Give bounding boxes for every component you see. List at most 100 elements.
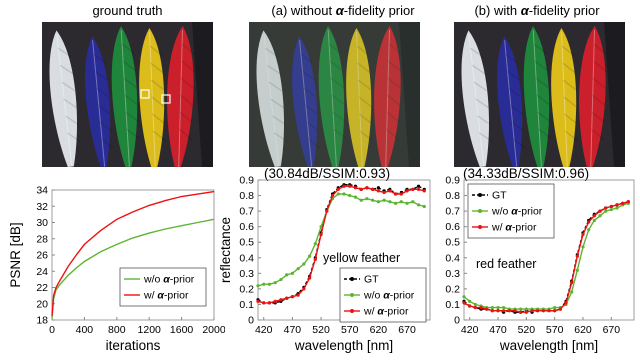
data-point bbox=[609, 204, 613, 209]
x-axis-label: iterations bbox=[106, 338, 161, 353]
data-point bbox=[473, 302, 477, 307]
data-point bbox=[473, 305, 477, 310]
y-tick-label: 0.5 bbox=[239, 237, 254, 249]
data-point bbox=[598, 209, 602, 213]
feather bbox=[256, 30, 288, 167]
data-point bbox=[468, 299, 472, 303]
x-tick-label: 2000 bbox=[202, 324, 225, 336]
feather bbox=[85, 36, 114, 167]
data-point bbox=[581, 245, 585, 249]
title-with-prior: (b) with α-fidelity prior bbox=[474, 3, 600, 18]
y-tick-label: 0.4 bbox=[239, 252, 254, 264]
data-point bbox=[399, 200, 403, 204]
data-point bbox=[342, 184, 346, 188]
data-point bbox=[587, 220, 591, 224]
data-point bbox=[296, 267, 300, 271]
data-point bbox=[598, 214, 602, 218]
legend-label: w/o α-prior bbox=[363, 290, 415, 302]
data-point bbox=[365, 186, 369, 190]
data-point bbox=[279, 298, 283, 302]
data-point bbox=[273, 281, 277, 285]
feather bbox=[374, 26, 403, 167]
feather bbox=[111, 26, 140, 167]
data-point bbox=[348, 193, 352, 198]
feather bbox=[523, 26, 552, 167]
data-point bbox=[262, 301, 266, 305]
data-point bbox=[547, 309, 551, 313]
data-point bbox=[279, 277, 283, 282]
y-tick-label: 0.1 bbox=[445, 299, 460, 311]
feather bbox=[318, 26, 347, 167]
x-tick-label: 400 bbox=[76, 324, 94, 336]
data-point bbox=[376, 189, 380, 193]
data-point bbox=[359, 198, 363, 202]
ground-truth-image bbox=[42, 22, 213, 167]
psnr-iterations-chart: 0 400 800 1200 1600 2000 18 20 22 24 26 28 30 32 34 ite… bbox=[8, 185, 225, 354]
y-tick-label: 0.1 bbox=[239, 299, 254, 311]
data-point bbox=[519, 310, 523, 314]
y-tick-label: 20 bbox=[36, 298, 48, 310]
title-ground-truth: ground truth bbox=[92, 3, 163, 18]
data-point bbox=[411, 200, 415, 204]
sample-box-red bbox=[161, 94, 171, 104]
yellow-feather-spectrum-chart: 420 470 520 570 620 670 0 0.1 0.2 0.3 0.4 0.5 0.6 0.7… bbox=[218, 176, 431, 353]
data-point bbox=[462, 295, 466, 299]
legend-label: w/ α-prior bbox=[363, 306, 409, 318]
y-tick-label: 0.8 bbox=[239, 190, 254, 202]
feather bbox=[346, 28, 373, 167]
data-point bbox=[262, 282, 266, 286]
legend-label: w/ α-prior bbox=[491, 222, 537, 234]
data-point bbox=[507, 309, 511, 313]
data-point bbox=[422, 204, 426, 209]
legend-box bbox=[119, 267, 207, 307]
x-tick-label: 620 bbox=[574, 324, 592, 336]
y-tick-label: 0.7 bbox=[239, 206, 254, 218]
data-point bbox=[302, 287, 306, 291]
data-point bbox=[382, 198, 386, 202]
y-axis-label: PSNR [dB] bbox=[8, 222, 23, 287]
feather bbox=[461, 30, 493, 167]
data-point bbox=[513, 309, 517, 313]
feather bbox=[497, 36, 526, 167]
data-point bbox=[405, 189, 409, 193]
data-point bbox=[502, 309, 506, 313]
y-tick-label: 0.2 bbox=[445, 283, 460, 295]
y-tick-label: 0.2 bbox=[239, 283, 254, 295]
data-point bbox=[490, 305, 494, 310]
x-tick-label: 420 bbox=[461, 324, 479, 336]
data-point bbox=[553, 305, 557, 310]
psnr-without-prior: (30.84dB/SSIM:0.93) bbox=[264, 166, 391, 181]
data-point bbox=[330, 193, 335, 198]
data-point bbox=[394, 192, 398, 196]
data-point bbox=[411, 187, 415, 191]
data-point bbox=[530, 309, 534, 313]
y-tick-label: 0.9 bbox=[445, 176, 460, 187]
data-point bbox=[267, 282, 272, 286]
x-tick-label: 570 bbox=[546, 324, 564, 336]
legend-label: w/o α-prior bbox=[491, 206, 543, 218]
data-point bbox=[570, 281, 574, 285]
data-point bbox=[388, 200, 392, 204]
data-point bbox=[422, 189, 426, 193]
data-point bbox=[496, 309, 500, 313]
data-point bbox=[319, 232, 323, 237]
data-point bbox=[302, 262, 306, 266]
data-point bbox=[267, 301, 272, 305]
data-point bbox=[394, 201, 398, 205]
y-tick-label: 26 bbox=[36, 250, 48, 262]
data-point bbox=[416, 187, 421, 191]
x-tick-label: 1200 bbox=[138, 324, 162, 336]
data-point bbox=[353, 186, 358, 190]
data-point bbox=[621, 201, 625, 205]
y-axis-label: reflectance bbox=[218, 217, 233, 283]
x-tick-label: 670 bbox=[603, 324, 621, 336]
series-line bbox=[51, 190, 215, 316]
data-point bbox=[416, 184, 421, 188]
data-point bbox=[342, 192, 346, 196]
x-tick-label: 570 bbox=[341, 324, 359, 336]
data-point bbox=[285, 296, 289, 300]
data-point bbox=[319, 225, 323, 229]
dark-feather bbox=[399, 22, 420, 167]
data-point bbox=[313, 257, 317, 261]
data-point bbox=[388, 189, 392, 193]
